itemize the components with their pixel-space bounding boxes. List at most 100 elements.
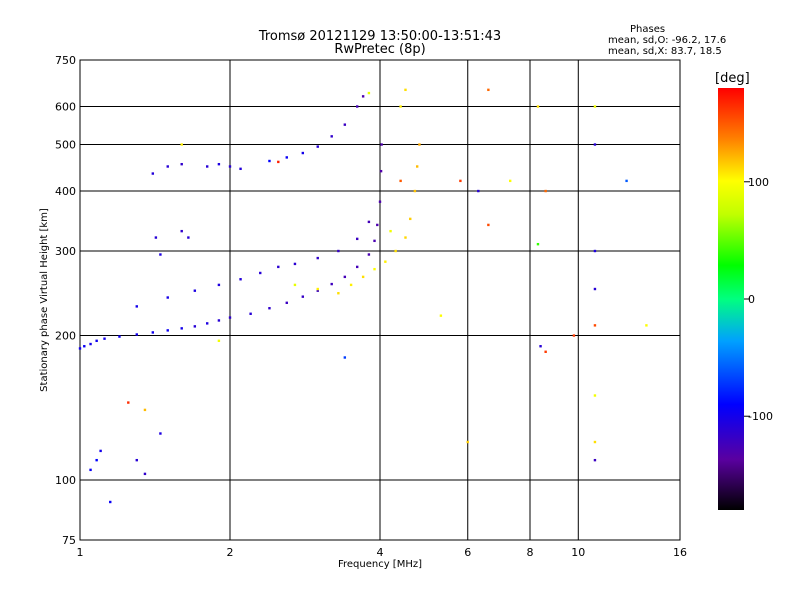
data-point: [404, 236, 407, 239]
data-point: [259, 271, 262, 275]
data-point: [285, 156, 288, 159]
data-point: [367, 220, 371, 224]
data-point: [154, 236, 158, 239]
data-point: [193, 325, 197, 328]
data-point: [349, 283, 353, 287]
data-point: [83, 345, 86, 348]
axis-ticks: 1 2 4 6 8 10 16 75 100 200 300 400 500 600 750: [55, 54, 687, 559]
data-point: [367, 253, 371, 256]
data-point: [205, 165, 209, 168]
y-tick-label: 500: [55, 139, 76, 152]
chart-title-line1: Tromsø 20121129 13:50:00-13:51:43: [258, 29, 501, 44]
data-point: [89, 468, 92, 472]
data-point: [593, 458, 597, 462]
data-point: [277, 160, 280, 164]
colorbar-unit: [deg]: [715, 71, 750, 86]
data-points: [78, 88, 648, 504]
data-point: [572, 334, 576, 337]
data-point: [380, 143, 383, 146]
grid-lines: [80, 60, 680, 540]
data-point: [384, 260, 387, 263]
data-point: [239, 278, 242, 281]
data-point: [536, 242, 540, 246]
data-point: [166, 329, 169, 332]
phases-header: Phases: [630, 24, 665, 35]
data-point: [180, 162, 183, 166]
x-tick-label: 2: [227, 546, 234, 559]
chart-title-line2: RwPretec (8p): [334, 42, 425, 57]
data-point: [373, 239, 376, 243]
x-axis-label: Frequency [MHz]: [338, 559, 422, 570]
colorbar-ticks: 100 0 -100: [744, 176, 773, 423]
data-point: [293, 262, 297, 266]
data-point: [404, 88, 407, 92]
data-point: [159, 432, 162, 435]
data-point: [143, 408, 147, 412]
data-point: [373, 267, 376, 271]
data-point: [361, 275, 365, 279]
data-point: [330, 135, 333, 138]
data-point: [316, 289, 319, 292]
data-point: [593, 324, 597, 327]
data-point: [103, 337, 106, 340]
data-point: [118, 335, 121, 338]
data-point: [217, 162, 221, 166]
data-point: [593, 287, 597, 291]
data-point: [343, 275, 347, 279]
data-point: [268, 307, 271, 310]
y-tick-label: 200: [55, 330, 76, 343]
data-point: [166, 165, 169, 168]
data-point: [439, 314, 443, 317]
data-point: [409, 217, 412, 221]
data-point: [268, 159, 271, 163]
data-point: [593, 394, 597, 397]
data-point: [217, 283, 221, 287]
data-point: [316, 256, 319, 260]
data-point: [95, 339, 98, 343]
data-point: [418, 143, 421, 146]
data-point: [301, 295, 305, 298]
x-tick-label: 6: [464, 546, 471, 559]
data-point: [645, 324, 648, 327]
data-point: [89, 342, 92, 346]
data-point: [593, 440, 597, 444]
data-point: [544, 350, 547, 353]
data-point: [337, 292, 340, 295]
data-point: [151, 172, 155, 175]
y-tick-label: 300: [55, 245, 76, 258]
data-point: [249, 312, 252, 315]
y-tick-label: 400: [55, 185, 76, 198]
data-point: [413, 189, 417, 193]
data-point: [180, 327, 183, 330]
data-point: [536, 105, 540, 108]
data-point: [379, 169, 383, 173]
data-point: [459, 179, 462, 183]
colorbar-tick-label: 100: [748, 176, 769, 189]
data-point: [330, 282, 333, 286]
data-point: [316, 287, 319, 291]
data-point: [78, 347, 82, 350]
data-point: [487, 223, 490, 227]
colorbar-tick-label: -100: [748, 410, 773, 423]
data-point: [193, 289, 197, 292]
data-point: [399, 105, 402, 108]
data-point: [355, 265, 359, 269]
data-point: [180, 143, 183, 146]
data-point: [166, 296, 169, 299]
data-point: [415, 165, 419, 168]
data-point: [95, 458, 98, 462]
data-point: [593, 249, 597, 253]
data-point: [399, 179, 402, 183]
data-point: [343, 123, 347, 126]
data-point: [135, 333, 138, 336]
data-point: [389, 229, 392, 233]
data-point: [151, 331, 155, 334]
data-point: [355, 237, 359, 241]
data-point: [337, 249, 340, 253]
y-tick-label: 100: [55, 474, 76, 487]
data-point: [109, 500, 112, 504]
data-point: [293, 283, 297, 287]
data-point: [539, 345, 542, 348]
colorbar: [718, 88, 744, 510]
